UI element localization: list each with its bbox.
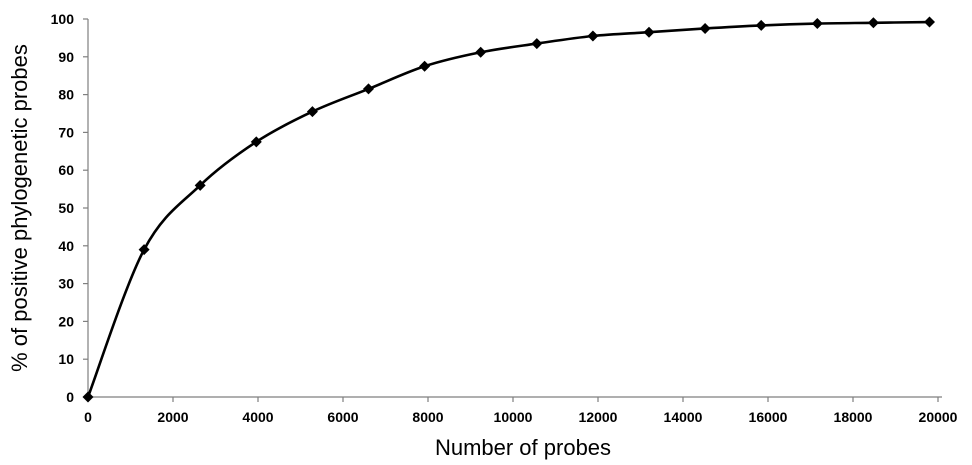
data-point [306,106,318,118]
x-tick-label: 0 [84,409,92,425]
x-tick-label: 4000 [242,409,273,425]
x-axis-title: Number of probes [435,435,611,460]
y-axis-title: % of positive phylogenetic probes [7,44,32,372]
x-tick-label: 6000 [327,409,358,425]
tick-labels: 0 10 20 30 40 50 60 70 80 90 100 0 2000 4000 6000 8000 1… [51,11,958,425]
data-point [924,16,935,28]
y-tick-label: 50 [58,200,74,216]
y-tick-label: 20 [58,313,74,329]
y-tick-label: 100 [51,11,75,27]
axes [83,18,942,402]
x-tick-label: 12000 [579,409,618,425]
data-point [755,19,767,31]
x-tick-label: 8000 [412,409,443,425]
y-tick-label: 80 [58,87,74,103]
x-tick-label: 16000 [749,409,788,425]
data-point [419,60,431,72]
data-point [194,179,206,191]
y-tick-label: 70 [58,124,74,140]
y-tick-label: 30 [58,276,74,292]
x-tick-label: 20000 [919,409,958,425]
series [82,16,935,403]
data-point [475,46,487,58]
y-tick-label: 0 [66,389,74,405]
y-tick-label: 60 [58,162,74,178]
y-tick-label: 40 [58,238,74,254]
data-point [82,391,94,403]
y-tick-label: 90 [58,49,74,65]
data-point [867,17,879,29]
x-tick-label: 18000 [834,409,873,425]
data-point [250,136,262,148]
data-point [643,26,655,38]
data-point [138,244,150,256]
data-point [587,30,599,42]
data-point [363,83,374,95]
x-tick-label: 10000 [494,409,533,425]
x-tick-label: 14000 [664,409,703,425]
series-line [86,20,930,398]
y-tick-label: 10 [58,351,74,367]
data-point [811,18,823,30]
data-point [699,22,711,34]
data-point [531,38,543,50]
x-tick-label: 2000 [157,409,188,425]
